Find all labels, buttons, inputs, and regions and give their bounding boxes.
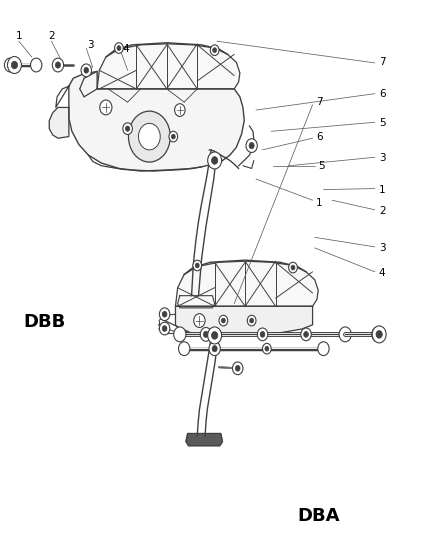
Text: 6: 6	[316, 132, 322, 142]
Polygon shape	[178, 296, 215, 308]
Circle shape	[115, 43, 123, 53]
Text: 4: 4	[379, 268, 385, 278]
Circle shape	[159, 308, 170, 320]
Circle shape	[200, 327, 212, 341]
Circle shape	[289, 262, 297, 273]
Text: 3: 3	[87, 40, 94, 50]
Circle shape	[208, 327, 222, 344]
Circle shape	[31, 58, 42, 72]
Text: 7: 7	[316, 97, 322, 107]
Circle shape	[235, 366, 240, 371]
Polygon shape	[176, 261, 318, 306]
Circle shape	[52, 58, 64, 72]
Circle shape	[159, 322, 170, 335]
Circle shape	[318, 342, 329, 356]
Circle shape	[221, 318, 225, 323]
Circle shape	[265, 346, 269, 351]
Text: DBA: DBA	[297, 507, 340, 524]
Polygon shape	[97, 44, 240, 89]
Polygon shape	[176, 306, 313, 335]
Circle shape	[81, 64, 92, 77]
Text: DBB: DBB	[23, 313, 65, 331]
Circle shape	[257, 328, 268, 341]
Circle shape	[233, 362, 243, 375]
Circle shape	[219, 316, 228, 326]
Text: 5: 5	[379, 118, 385, 128]
Polygon shape	[69, 71, 244, 171]
Circle shape	[117, 46, 121, 51]
Circle shape	[212, 345, 217, 352]
Circle shape	[171, 134, 175, 139]
Circle shape	[175, 104, 185, 116]
Circle shape	[203, 332, 208, 337]
Circle shape	[212, 332, 218, 339]
Circle shape	[249, 142, 254, 149]
Circle shape	[179, 342, 190, 356]
Circle shape	[209, 342, 220, 356]
Circle shape	[250, 318, 254, 323]
Text: 1: 1	[316, 198, 322, 208]
Circle shape	[100, 100, 112, 115]
Circle shape	[304, 332, 308, 337]
Text: 2: 2	[48, 31, 55, 41]
Circle shape	[262, 343, 271, 354]
Text: 3: 3	[379, 243, 385, 253]
Text: 1: 1	[15, 31, 22, 41]
Text: 6: 6	[379, 89, 385, 99]
Circle shape	[301, 328, 311, 341]
Circle shape	[212, 157, 218, 164]
Circle shape	[195, 263, 199, 268]
Circle shape	[123, 123, 132, 134]
Circle shape	[208, 152, 222, 169]
Circle shape	[125, 126, 130, 131]
Circle shape	[138, 123, 160, 150]
Circle shape	[210, 45, 219, 55]
Circle shape	[162, 311, 167, 317]
Circle shape	[11, 61, 18, 69]
Circle shape	[372, 327, 384, 342]
Circle shape	[247, 316, 256, 326]
Polygon shape	[186, 433, 223, 446]
Text: 5: 5	[318, 161, 325, 171]
Circle shape	[169, 131, 178, 142]
Circle shape	[291, 265, 295, 270]
Polygon shape	[49, 108, 69, 138]
Text: 1: 1	[379, 184, 385, 195]
Circle shape	[7, 56, 21, 74]
Circle shape	[339, 327, 351, 342]
Circle shape	[194, 314, 205, 327]
Text: 7: 7	[379, 58, 385, 67]
Circle shape	[246, 139, 257, 152]
Circle shape	[213, 48, 217, 53]
Circle shape	[128, 111, 170, 162]
Circle shape	[162, 326, 167, 332]
Text: 2: 2	[379, 206, 385, 216]
Circle shape	[193, 260, 201, 271]
Circle shape	[260, 332, 265, 337]
Circle shape	[84, 68, 88, 73]
Circle shape	[174, 327, 186, 342]
Text: 4: 4	[122, 44, 129, 54]
Circle shape	[376, 330, 382, 338]
Circle shape	[56, 62, 60, 68]
Circle shape	[372, 326, 386, 343]
Circle shape	[4, 58, 16, 72]
Text: 3: 3	[379, 153, 385, 163]
